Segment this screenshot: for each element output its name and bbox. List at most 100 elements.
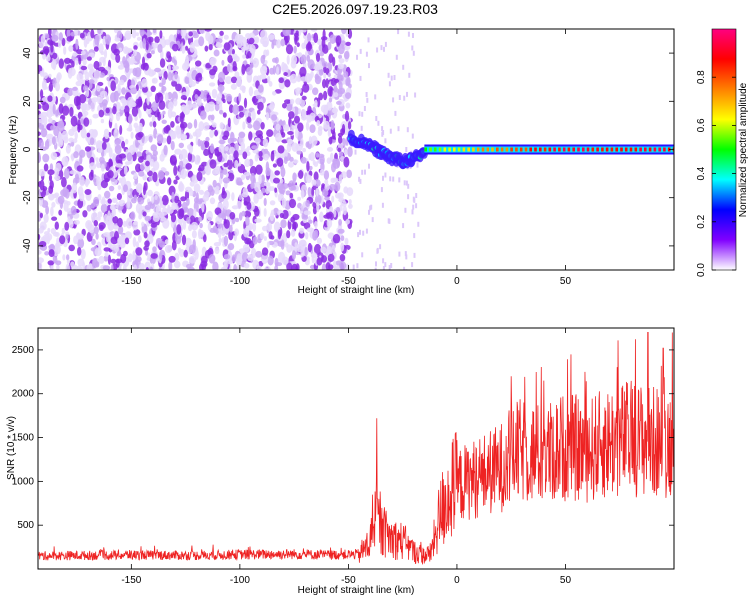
- heatmap-noise-cell: [294, 115, 300, 124]
- heatmap-noise-cell: [315, 152, 320, 158]
- heatmap-noise-cell: [45, 205, 49, 215]
- heatmap-noise-cell: [263, 182, 271, 187]
- heatmap-noise-cell: [132, 250, 136, 262]
- heatmap-noise-cell: [68, 137, 74, 143]
- heatmap-noise-cell: [110, 236, 119, 245]
- heatmap-noise-cell: [94, 247, 102, 257]
- heatmap-faint-cell: [394, 110, 397, 116]
- heatmap-noise-cell: [96, 160, 100, 168]
- heatmap-noise-cell: [99, 156, 105, 164]
- heatmap-noise-cell: [117, 237, 124, 244]
- heatmap-noise-cell: [312, 230, 318, 241]
- heatmap-noise-cell: [317, 128, 323, 136]
- heatmap-faint-cell: [354, 149, 357, 155]
- heatmap-noise-cell: [42, 79, 47, 89]
- heatmap-noise-cell: [333, 92, 339, 98]
- heatmap-noise-cell: [336, 100, 342, 105]
- heatmap-noise-cell: [257, 84, 264, 93]
- heatmap-noise-cell: [342, 205, 347, 216]
- heatmap-noise-cell: [44, 251, 50, 256]
- heatmap-noise-cell: [327, 253, 335, 262]
- heatmap-noise-cell: [348, 203, 353, 209]
- heatmap-noise-cell: [267, 34, 275, 40]
- heatmap-noise-cell: [93, 129, 98, 138]
- heatmap-noise-cell: [92, 113, 99, 119]
- heatmap-noise-cell: [115, 258, 120, 268]
- heatmap-noise-cell: [175, 83, 182, 92]
- heatmap-noise-cell: [223, 260, 229, 269]
- heatmap-noise-cell: [89, 162, 97, 171]
- heatmap-noise-cell: [257, 101, 264, 111]
- heatmap-noise-cell: [76, 265, 83, 270]
- heatmap-noise-cell: [231, 254, 237, 263]
- heatmap-noise-cell: [137, 235, 142, 243]
- heatmap-noise-cell: [299, 227, 305, 234]
- heatmap-noise-cell: [86, 132, 91, 138]
- heatmap-noise-cell: [52, 61, 57, 71]
- heatmap-carrier-cell: [429, 147, 432, 152]
- heatmap-noise-cell: [346, 169, 352, 179]
- heatmap-noise-cell: [341, 29, 347, 35]
- heatmap-noise-cell: [117, 217, 123, 228]
- heatmap-noise-cell: [126, 72, 130, 80]
- heatmap-faint-cell: [402, 223, 405, 229]
- heatmap-noise-cell: [176, 224, 182, 235]
- heatmap-noise-cell: [319, 69, 324, 76]
- heatmap-noise-cell: [327, 130, 331, 137]
- heatmap-noise-cell: [111, 197, 118, 204]
- heatmap-noise-cell: [38, 233, 41, 241]
- heatmap-noise-cell: [319, 211, 324, 223]
- heatmap-carrier-cell: [476, 147, 480, 152]
- heatmap-faint-cell: [392, 176, 395, 182]
- heatmap-noise-cell: [86, 204, 92, 212]
- heatmap-noise-cell: [312, 87, 319, 96]
- heatmap-carrier-cell: [481, 147, 485, 152]
- heatmap-noise-cell: [271, 114, 278, 121]
- heatmap-noise-cell: [298, 239, 307, 245]
- heatmap-noise-cell: [138, 144, 143, 152]
- heatmap-noise-cell: [210, 143, 215, 154]
- heatmap-faint-cell: [365, 51, 368, 57]
- heatmap-noise-cell: [124, 237, 130, 245]
- heatmap-noise-cell: [115, 163, 123, 168]
- heatmap-noise-cell: [187, 122, 193, 129]
- heatmap-noise-cell: [244, 110, 249, 118]
- heatmap-noise-cell: [122, 264, 127, 270]
- heatmap-noise-cell: [64, 168, 70, 179]
- heatmap-noise-cell: [305, 174, 312, 184]
- heatmap-noise-cell: [278, 120, 284, 126]
- heatmap-faint-cell: [389, 128, 392, 134]
- heatmap-noise-cell: [44, 140, 50, 150]
- heatmap-noise-cell: [296, 42, 300, 48]
- heatmap-carrier-cell: [610, 147, 614, 152]
- heatmap-noise-cell: [154, 194, 158, 200]
- heatmap-faint-cell: [380, 187, 383, 193]
- heatmap-noise-cell: [59, 235, 66, 245]
- heatmap-noise-cell: [340, 235, 345, 242]
- heatmap-noise-cell: [252, 236, 258, 245]
- heatmap-noise-cell: [246, 201, 252, 210]
- heatmap-faint-cell: [381, 131, 384, 137]
- heatmap-noise-cell: [331, 195, 335, 203]
- heatmap-noise-cell: [316, 237, 322, 244]
- heatmap-noise-cell: [38, 168, 46, 177]
- heatmap-noise-cell: [332, 56, 336, 67]
- heatmap-noise-cell: [135, 132, 143, 141]
- heatmap-noise-cell: [263, 207, 267, 217]
- heatmap-noise-cell: [315, 52, 321, 62]
- heatmap-noise-cell: [135, 32, 139, 37]
- heatmap-faint-cell: [412, 50, 415, 56]
- heatmap-noise-cell: [130, 87, 138, 95]
- heatmap-noise-cell: [348, 199, 352, 205]
- heatmap-noise-cell: [221, 59, 225, 66]
- heatmap-noise-cell: [69, 170, 77, 175]
- heatmap-carrier-cell: [500, 147, 504, 152]
- heatmap-noise-cell: [199, 222, 203, 229]
- heatmap-noise-cell: [190, 221, 199, 231]
- heatmap-noise-cell: [195, 60, 202, 67]
- heatmap-noise-cell: [100, 118, 105, 124]
- heatmap-noise-cell: [145, 160, 150, 167]
- heatmap-noise-cell: [53, 248, 59, 257]
- heatmap-faint-cell: [408, 72, 411, 78]
- heatmap-noise-cell: [271, 41, 275, 50]
